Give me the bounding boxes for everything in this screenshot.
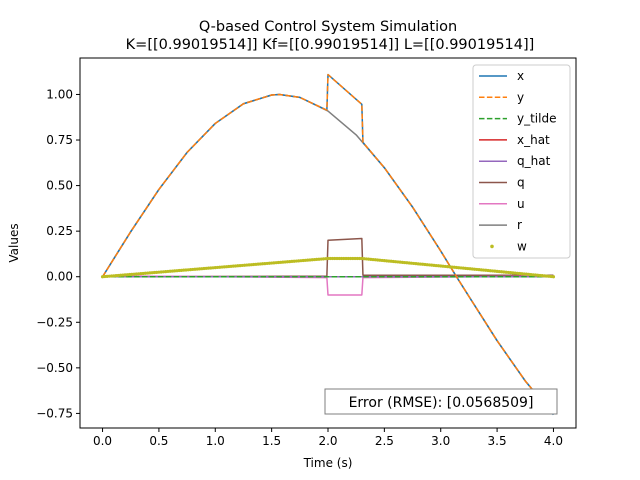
- x-tick-label: 2.5: [375, 434, 394, 448]
- series-u-line: [102, 275, 554, 296]
- series-w-point: [344, 256, 348, 261]
- legend-item-y-tilde: y_tilde: [479, 112, 556, 126]
- series-w-point: [353, 256, 357, 261]
- legend-item-u: u: [479, 197, 525, 211]
- legend-item-x: x: [479, 69, 524, 83]
- series-y-line: [101, 73, 555, 416]
- series-w-point: [351, 256, 355, 261]
- series-w-point: [335, 256, 339, 261]
- x-tick-label: 1.0: [206, 434, 225, 448]
- series-w: [100, 256, 556, 279]
- chart-title: Q-based Control System Simulation: [199, 19, 457, 35]
- legend-swatch: [490, 244, 494, 249]
- legend-label: y_tilde: [517, 112, 556, 126]
- y-axis: −0.75 −0.50 −0.25 0.00 0.25 0.50 0.75 1.00: [36, 87, 80, 420]
- x-axis-label: Time (s): [303, 456, 353, 470]
- series-w-point: [337, 256, 341, 261]
- legend-label: y: [517, 90, 524, 104]
- y-tick-label: 0.00: [46, 270, 73, 284]
- y-tick-label: −0.25: [36, 315, 73, 329]
- legend-label: w: [517, 239, 527, 253]
- legend-item-y: y: [479, 90, 524, 104]
- y-tick-label: 1.00: [46, 87, 73, 101]
- legend-label: q_hat: [517, 154, 551, 168]
- error-box-frame: [324, 388, 558, 415]
- legend-item-w: w: [490, 239, 527, 253]
- series-w-point: [330, 256, 335, 261]
- error-box: Error (RMSE): [0.0568509]: [324, 388, 558, 415]
- legend-label: r: [517, 218, 522, 232]
- legend-item-q: q: [479, 176, 525, 190]
- x-tick-label: 1.5: [262, 434, 281, 448]
- y-tick-label: −0.50: [36, 361, 73, 375]
- series-w-point: [328, 256, 332, 261]
- chart-subtitle: K=[[0.99019514]] Kf=[[0.99019514]] L=[[0…: [126, 37, 535, 53]
- series-w-point: [346, 256, 350, 261]
- series-w-point: [355, 256, 359, 261]
- y-tick-label: −0.75: [36, 406, 73, 420]
- series-w-point: [342, 256, 346, 261]
- series-w-point: [333, 256, 337, 261]
- legend-label: x_hat: [517, 133, 550, 147]
- y-tick-label: 0.50: [46, 179, 73, 193]
- legend-item-r: r: [479, 218, 522, 232]
- legend-label: q: [517, 176, 525, 190]
- legend-label: x: [517, 69, 524, 83]
- series-layer: [100, 73, 556, 416]
- x-axis: 0.0 0.5 1.0 1.5 2.0 2.5 3.0 3.5 4.0: [93, 428, 563, 448]
- x-tick-label: 3.5: [488, 434, 507, 448]
- legend-item-q-hat: q_hat: [479, 154, 551, 168]
- x-tick-label: 2.0: [318, 434, 337, 448]
- x-tick-label: 4.0: [544, 434, 563, 448]
- y-tick-label: 0.25: [46, 224, 73, 238]
- legend-item-x-hat: x_hat: [479, 133, 550, 147]
- legend-frame: [472, 64, 571, 259]
- series-w-point: [339, 256, 344, 261]
- series-w-point: [357, 256, 362, 261]
- series-w-point: [348, 256, 353, 261]
- series-w-point: [551, 275, 556, 279]
- legend-label: u: [517, 197, 525, 211]
- y-tick-label: 0.75: [46, 133, 73, 147]
- x-tick-label: 0.5: [149, 434, 168, 448]
- x-tick-label: 0.0: [93, 434, 112, 448]
- x-tick-label: 3.0: [431, 434, 450, 448]
- y-axis-label: Values: [7, 223, 21, 262]
- error-annotation: Error (RMSE): [0.0568509]: [349, 395, 534, 411]
- series-w-point: [326, 256, 330, 261]
